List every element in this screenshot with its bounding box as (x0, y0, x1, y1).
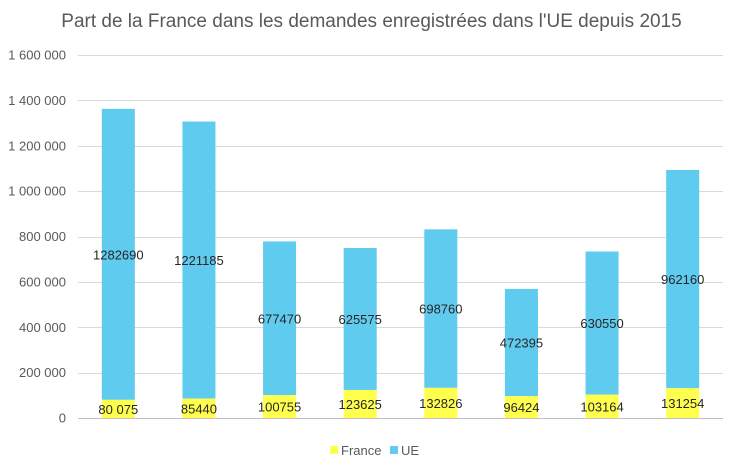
data-label-ue-2016: 1221185 (174, 253, 224, 268)
data-label-france-2021: 103164 (580, 399, 623, 414)
data-label-ue-2018: 625575 (338, 312, 381, 327)
data-label-ue-2015: 1282690 (93, 247, 144, 262)
legend: France UE (330, 443, 419, 458)
data-label-ue-2020: 472395 (500, 336, 543, 351)
legend-label-france: France (341, 443, 381, 458)
bar-france-2017 (263, 395, 297, 418)
bar-ue-2016 (182, 121, 216, 399)
legend-label-ue: UE (401, 443, 419, 458)
y-tick-label: 1 400 000 (8, 93, 66, 108)
bar-france-2015 (101, 399, 135, 418)
bar-france-2019 (424, 387, 458, 418)
legend-swatch-ue (390, 446, 398, 454)
bar-ue-2022 (666, 169, 700, 389)
data-label-ue-2019: 698760 (419, 302, 462, 317)
data-label-ue-2022: 962160 (661, 272, 704, 287)
y-tick-label: 200 000 (19, 365, 66, 380)
data-label-ue-2017: 677470 (258, 311, 301, 326)
y-tick-label: 1 600 000 (8, 48, 66, 63)
y-tick-label: 800 000 (19, 229, 66, 244)
data-label-ue-2021: 630550 (580, 316, 623, 331)
y-tick-label: 400 000 (19, 320, 66, 335)
bar-france-2018 (343, 389, 377, 418)
bar-ue-2021 (585, 251, 619, 395)
bar-ue-2018 (343, 248, 377, 390)
data-label-france-2016: 85440 (181, 401, 217, 416)
y-tick-label: 1 000 000 (8, 184, 66, 199)
bar-ue-2020 (504, 288, 538, 397)
data-label-france-2019: 132826 (419, 396, 462, 411)
y-tick-label: 0 (59, 411, 66, 426)
data-label-france-2022: 131254 (661, 396, 704, 411)
y-tick-label: 600 000 (19, 274, 66, 289)
bar-france-2021 (585, 394, 619, 418)
bar-france-2016 (182, 398, 216, 418)
data-label-france-2017: 100755 (258, 400, 301, 415)
legend-swatch-france (330, 446, 338, 454)
data-label-france-2018: 123625 (338, 397, 381, 412)
y-axis: 0 200 000 400 000 600 000 800 000 1 000 000 1 … (8, 48, 66, 426)
bars (101, 108, 700, 418)
bar-ue-2015 (101, 108, 135, 400)
y-tick-label: 1 200 000 (8, 138, 66, 153)
data-labels: 1282690 80 075 1221185 85440 677470 100755 625… (93, 247, 704, 417)
data-label-france-2015: 80 075 (98, 402, 138, 417)
data-label-france-2020: 96424 (503, 400, 539, 415)
bar-france-2022 (666, 388, 700, 418)
chart-title: Part de la France dans les demandes enre… (61, 11, 681, 32)
bar-ue-2019 (424, 229, 458, 388)
bar-ue-2017 (263, 241, 297, 396)
bar-france-2020 (504, 396, 538, 418)
gridlines (78, 55, 723, 419)
